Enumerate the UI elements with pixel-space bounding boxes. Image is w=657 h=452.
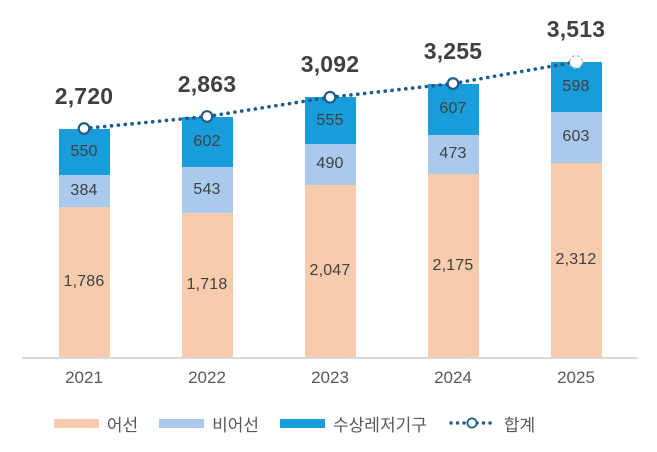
bar-segment-water-leisure: 598 [550,61,602,113]
legend-swatch-water-leisure [280,418,326,428]
bar-value-label: 603 [562,128,590,146]
bar-value-label: 602 [193,132,221,150]
total-data-label: 3,255 [423,37,483,64]
bar-value-label: 1,786 [63,272,105,290]
x-axis-label: 2024 [434,368,472,387]
bar-segment-non-fishing: 490 [304,143,356,186]
bar-value-label: 2,047 [309,262,351,280]
x-axis-line [22,357,637,359]
bar-value-label: 555 [316,111,344,129]
legend-label-total: 합계 [503,415,536,435]
bar-value-label: 490 [316,155,344,173]
total-data-label: 3,513 [546,15,606,42]
legend-total-line-sample [449,417,495,429]
legend-swatch-non-fishing [159,418,205,428]
bar-value-label: 1,718 [186,275,228,293]
bar-segment-non-fishing: 543 [181,167,233,213]
bar-value-label: 598 [562,78,590,96]
bar-segment-water-leisure: 602 [181,116,233,168]
legend-item-total: 합계 [448,411,535,436]
x-axis-label: 2022 [188,368,226,387]
legend-item-non-fishing: 비어선 [159,411,259,436]
bar-segment-non-fishing: 384 [58,174,110,207]
bar-value-label: 607 [439,100,467,118]
total-data-label: 3,092 [300,51,360,78]
bar-segment-fishing: 2,312 [550,162,602,357]
bar-value-label: 550 [70,142,98,160]
bar-value-label: 473 [439,145,467,163]
bar-segment-non-fishing: 603 [550,112,602,163]
x-axis-label: 2023 [311,368,349,387]
bar-segment-non-fishing: 473 [427,134,479,175]
legend-swatch-fishing [53,418,99,428]
legend: 어선 비어선 수상레저기구 합계 [0,408,623,438]
x-axis-label: 2025 [557,368,595,387]
total-data-label: 2,720 [54,82,114,109]
legend-label-non-fishing: 비어선 [212,415,260,435]
bar-segment-fishing: 2,175 [427,174,479,357]
bar-value-label: 2,175 [432,256,474,274]
total-data-label: 2,863 [177,70,237,97]
bar-value-label: 543 [193,180,221,198]
x-axis-label: 2021 [65,368,103,387]
bar-segment-fishing: 2,047 [304,185,356,357]
bar-segment-water-leisure: 555 [304,97,356,144]
bar-segment-water-leisure: 607 [427,83,479,135]
bar-segment-fishing: 1,718 [181,212,233,357]
legend-item-water-leisure: 수상레저기구 [280,411,427,436]
bar-value-label: 384 [70,181,98,199]
bar-value-label: 2,312 [555,250,597,268]
legend-item-fishing: 어선 [53,411,139,436]
legend-label-fishing: 어선 [106,415,139,435]
bar-segment-water-leisure: 550 [58,128,110,175]
bar-segment-fishing: 1,786 [58,206,110,357]
legend-label-water-leisure: 수상레저기구 [333,415,427,435]
